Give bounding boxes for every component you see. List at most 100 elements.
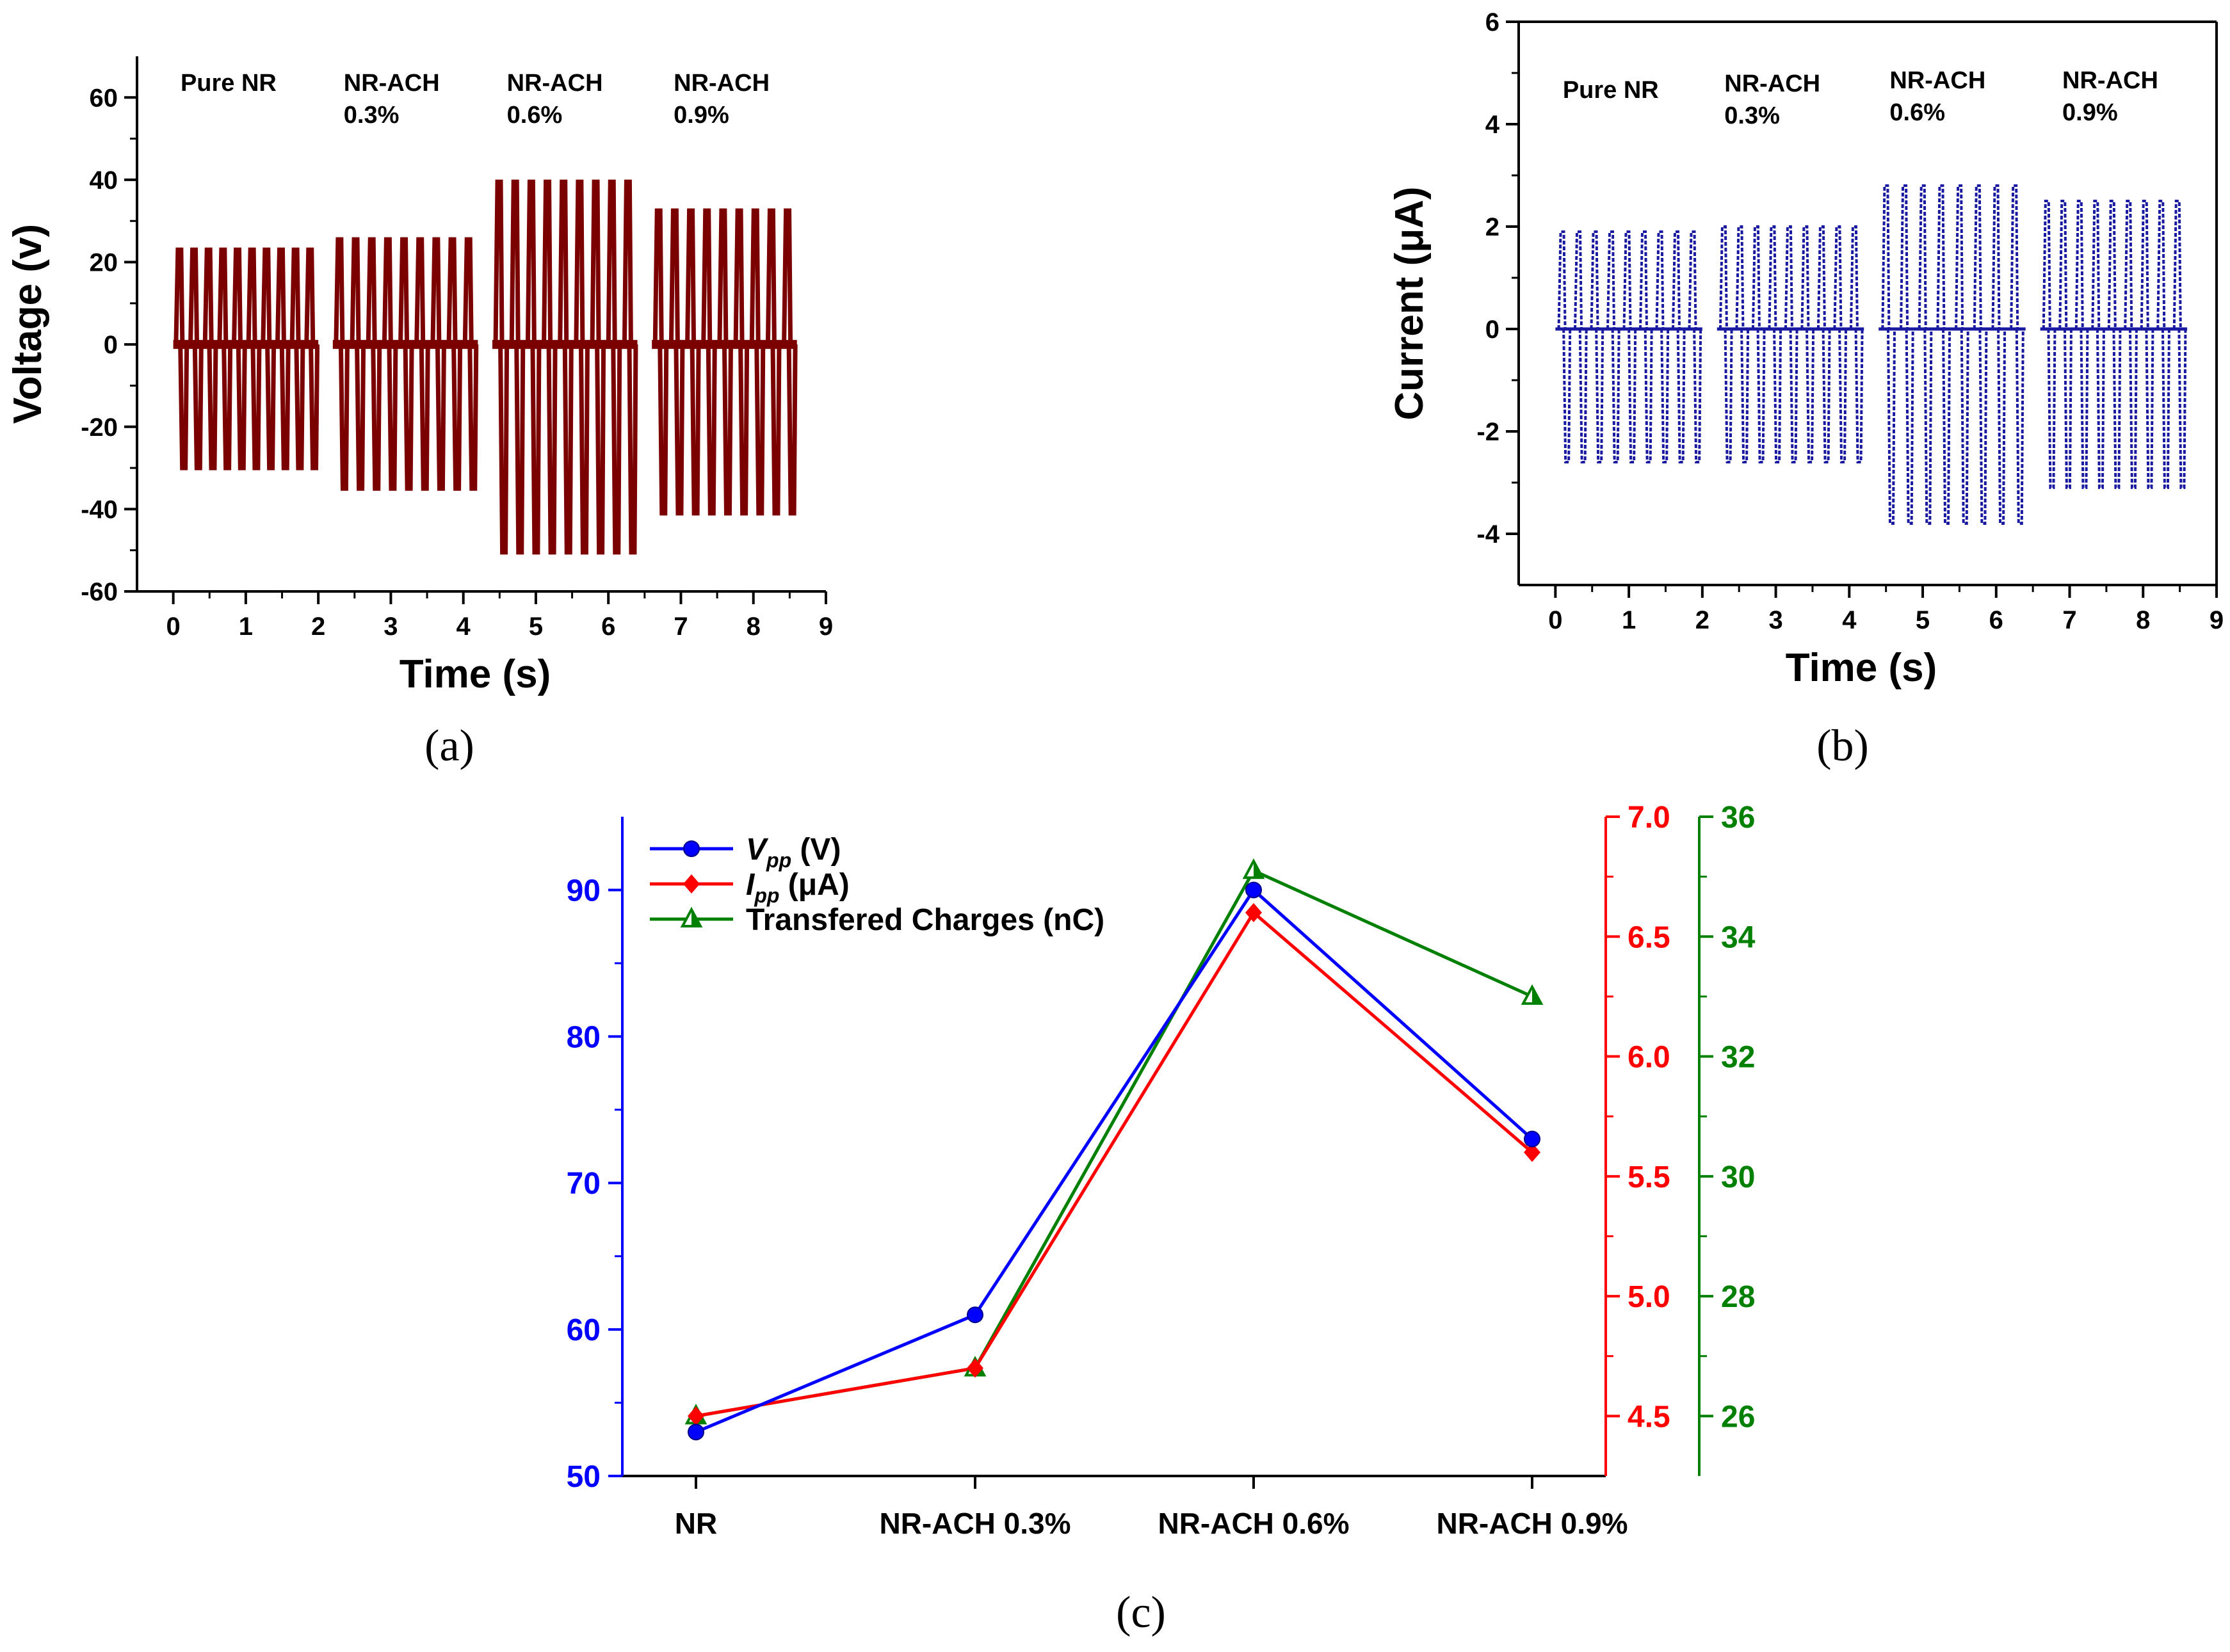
pulse-trace: [652, 208, 669, 516]
pulse-trace: [1751, 225, 1766, 463]
right2-tick-label: 32: [1721, 1041, 1755, 1075]
pulse-trace: [685, 208, 701, 516]
x-tick-label: 4: [1842, 606, 1857, 634]
pulse-trace: [430, 237, 446, 491]
left-tick-label: 90: [567, 874, 601, 908]
y-tick-label: -20: [81, 413, 118, 442]
pulse-trace: [334, 237, 350, 491]
pulse-trace: [1973, 184, 1988, 525]
pulse-trace: [668, 208, 685, 516]
pulse-trace: [350, 237, 366, 491]
pulse-trace: [717, 208, 733, 516]
pulse-trace: [1557, 230, 1572, 463]
group-annotation-sub: 0.9%: [674, 102, 729, 129]
group-annotation-sub: 0.6%: [1889, 99, 1945, 126]
marker-diamond: [1245, 902, 1262, 922]
group-annotation: NR-ACH: [674, 70, 770, 97]
y-tick-label: -4: [1476, 520, 1499, 549]
y-tick-label: 20: [90, 249, 118, 277]
group-annotation: Pure NR: [1563, 77, 1659, 104]
pulse-trace: [246, 247, 262, 470]
pulse-trace: [1816, 225, 1831, 463]
group-annotation-sub: 0.6%: [507, 102, 563, 129]
pulse-trace: [622, 179, 638, 555]
pulse-trace: [1955, 184, 1969, 525]
pulse-trace: [509, 179, 526, 555]
pulse-trace: [174, 247, 190, 470]
pulse-trace: [2140, 200, 2154, 489]
pulse-trace: [261, 247, 277, 470]
y-tick-label: -40: [81, 495, 118, 524]
group-annotation: NR-ACH: [344, 70, 440, 97]
x-tick-label: 7: [2062, 606, 2076, 634]
pulse-trace: [1936, 184, 1951, 525]
y-tick-label: 60: [90, 84, 118, 112]
marker-circle: [1245, 881, 1262, 899]
pulse-trace: [275, 247, 291, 470]
x-tick-label: NR-ACH 0.3%: [879, 1507, 1071, 1540]
caption-b: (b): [1816, 721, 1869, 771]
marker-circle: [1524, 1130, 1540, 1148]
legend-label: Transfered Charges (nC): [746, 903, 1104, 937]
x-tick-label: 6: [601, 613, 615, 641]
y-tick-label: -2: [1476, 418, 1499, 446]
y-axis-label: Voltage (v): [6, 224, 50, 424]
pulse-trace: [2074, 200, 2089, 489]
left-tick-label: 60: [567, 1313, 601, 1347]
x-tick-label: 6: [1989, 606, 2003, 634]
pulse-trace: [493, 179, 510, 555]
pulse-trace: [590, 179, 606, 555]
marker-diamond: [967, 1358, 983, 1378]
pulse-trace: [398, 237, 414, 491]
left-tick-label: 70: [567, 1167, 601, 1201]
panel-c-summary: NR NR-ACH 0.3% NR-ACH 0.6% NR-ACH 0.9% 50 60 7…: [567, 801, 1756, 1540]
pulse-trace: [1688, 230, 1702, 463]
pulse-trace: [1735, 225, 1750, 463]
pulse-trace: [558, 179, 574, 555]
panel-b-current: 0 1 2 3 4 5 6 7 8 9 -4 -2 0 2 4 6 Time (s) Current (μA) Pu…: [1387, 8, 2224, 690]
y-tick-label: 2: [1485, 213, 1499, 241]
marker-diamond: [1524, 1143, 1540, 1162]
marker-diamond: [683, 874, 700, 894]
x-tick-label: 5: [1916, 606, 1930, 634]
y-tick-label: 6: [1485, 8, 1499, 36]
right1-tick-label: 5.5: [1628, 1160, 1670, 1194]
pulse-trace: [765, 208, 782, 516]
x-tick-label: 9: [2210, 606, 2224, 634]
x-tick-label: 9: [819, 613, 833, 641]
pulse-trace: [2091, 200, 2105, 489]
pulse-trace: [782, 208, 798, 516]
marker-triangle-fill: [1532, 986, 1541, 1004]
pulse-trace: [542, 179, 558, 555]
caption-c: (c): [1116, 1588, 1166, 1637]
pulse-trace: [1672, 230, 1686, 463]
group-annotation: Pure NR: [181, 70, 277, 97]
marker-triangle-fill: [1254, 861, 1263, 878]
pulse-trace: [414, 237, 430, 491]
pulse-trace: [231, 247, 247, 470]
left-tick-label: 50: [567, 1460, 601, 1494]
right2-tick-label: 26: [1721, 1400, 1755, 1434]
x-tick-label: 3: [1768, 606, 1782, 634]
pulse-trace: [217, 247, 233, 470]
pulse-trace: [289, 247, 305, 470]
pulse-trace: [188, 247, 204, 470]
pulse-trace: [1655, 230, 1670, 463]
y-tick-label: 0: [1485, 316, 1499, 344]
series-line: [695, 910, 1533, 1418]
x-axis-label: Time (s): [1786, 646, 1937, 690]
group-annotation-sub: 0.9%: [2062, 99, 2118, 126]
caption-a: (a): [424, 721, 474, 771]
pulse-trace: [2058, 200, 2072, 489]
pulse-trace: [733, 208, 750, 516]
group-annotation: NR-ACH: [2062, 67, 2158, 94]
series-line: [695, 887, 1533, 1434]
pulse-trace: [2010, 184, 2024, 525]
pulse-trace: [462, 237, 479, 491]
pulse-trace: [574, 179, 590, 555]
legend-label: Ipp (μA): [746, 868, 850, 907]
pulse-trace: [606, 179, 622, 555]
pulse-trace: [1800, 225, 1815, 463]
pulse-trace: [1881, 184, 1896, 525]
